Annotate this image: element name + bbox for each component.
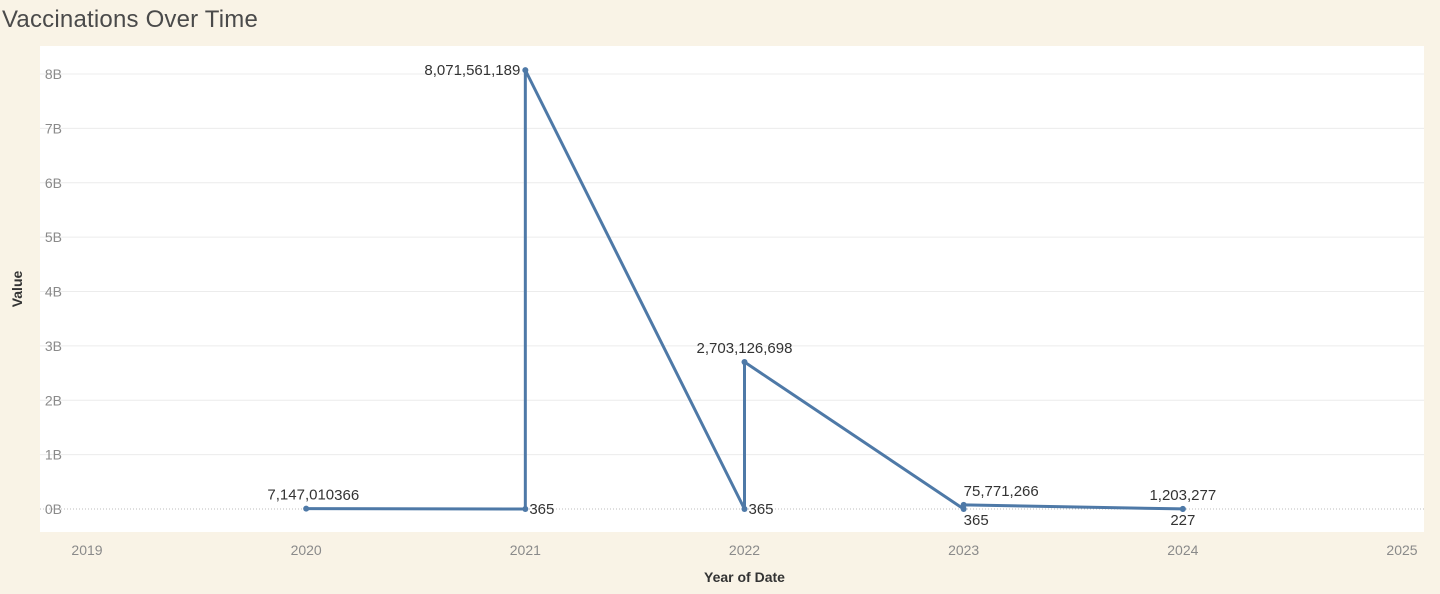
series-line xyxy=(303,67,1186,512)
x-axis-title: Year of Date xyxy=(704,569,785,585)
y-tick-label: 8B xyxy=(45,66,62,82)
chart-title: Vaccinations Over Time xyxy=(2,6,259,33)
data-point[interactable] xyxy=(960,501,967,508)
y-tick-label: 3B xyxy=(45,338,62,354)
data-label: 365 xyxy=(964,512,989,529)
y-tick-label: 6B xyxy=(45,175,62,191)
data-point[interactable] xyxy=(960,505,967,512)
data-point[interactable] xyxy=(522,505,529,512)
data-label: 75,771,266 xyxy=(964,483,1039,500)
plot-area xyxy=(40,46,1424,532)
data-point[interactable] xyxy=(741,505,748,512)
x-tick-label: 2024 xyxy=(1167,542,1198,558)
data-label: 8,071,561,189 xyxy=(424,62,520,79)
data-label: 366 xyxy=(334,487,359,504)
data-point[interactable] xyxy=(741,359,748,366)
y-tick-label: 5B xyxy=(45,229,62,245)
y-axis-ticks: 0B 1B 2B 3B 4B 5B 6B 7B 8B xyxy=(45,66,62,517)
data-label: 1,203,277 xyxy=(1149,487,1216,504)
data-point[interactable] xyxy=(522,67,529,74)
y-tick-label: 1B xyxy=(45,447,62,463)
data-point[interactable] xyxy=(303,505,310,512)
data-label: 365 xyxy=(529,501,554,518)
x-tick-label: 2020 xyxy=(291,542,322,558)
x-tick-label: 2023 xyxy=(948,542,979,558)
y-tick-label: 7B xyxy=(45,120,62,136)
x-tick-label: 2025 xyxy=(1386,542,1417,558)
gridlines xyxy=(40,73,1424,510)
data-point[interactable] xyxy=(1179,506,1186,512)
data-label: 7,147,010 xyxy=(267,487,334,504)
data-label: 365 xyxy=(749,501,774,518)
x-tick-label: 2021 xyxy=(510,542,541,558)
data-labels: 7,147,010 365 8,071,561,189 365 2,703,126,69… xyxy=(267,62,1216,529)
y-tick-label: 4B xyxy=(45,284,62,300)
x-tick-label: 2019 xyxy=(71,542,102,558)
y-axis-title: Value xyxy=(9,271,25,308)
x-tick-label: 2022 xyxy=(729,542,760,558)
data-label: 227 xyxy=(1170,512,1195,529)
x-axis-ticks: 2019 2020 2021 2022 2023 2024 2025 xyxy=(71,542,1417,558)
data-label: 2,703,126,698 xyxy=(697,340,793,357)
y-tick-label: 0B xyxy=(45,501,62,517)
y-tick-label: 2B xyxy=(45,392,62,408)
